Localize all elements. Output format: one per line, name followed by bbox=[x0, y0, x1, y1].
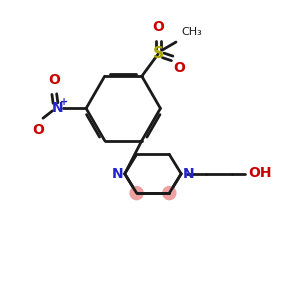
Text: CH₃: CH₃ bbox=[181, 27, 202, 37]
Text: N: N bbox=[183, 167, 194, 181]
Text: O: O bbox=[32, 123, 44, 137]
Text: N: N bbox=[112, 167, 123, 181]
Text: O: O bbox=[173, 61, 185, 75]
Text: S: S bbox=[153, 46, 164, 62]
Text: O: O bbox=[48, 73, 60, 87]
Text: OH: OH bbox=[248, 166, 272, 180]
Text: O: O bbox=[152, 20, 164, 34]
Circle shape bbox=[163, 187, 176, 200]
Text: N: N bbox=[52, 101, 64, 115]
Text: +: + bbox=[60, 97, 68, 107]
Circle shape bbox=[130, 187, 143, 200]
